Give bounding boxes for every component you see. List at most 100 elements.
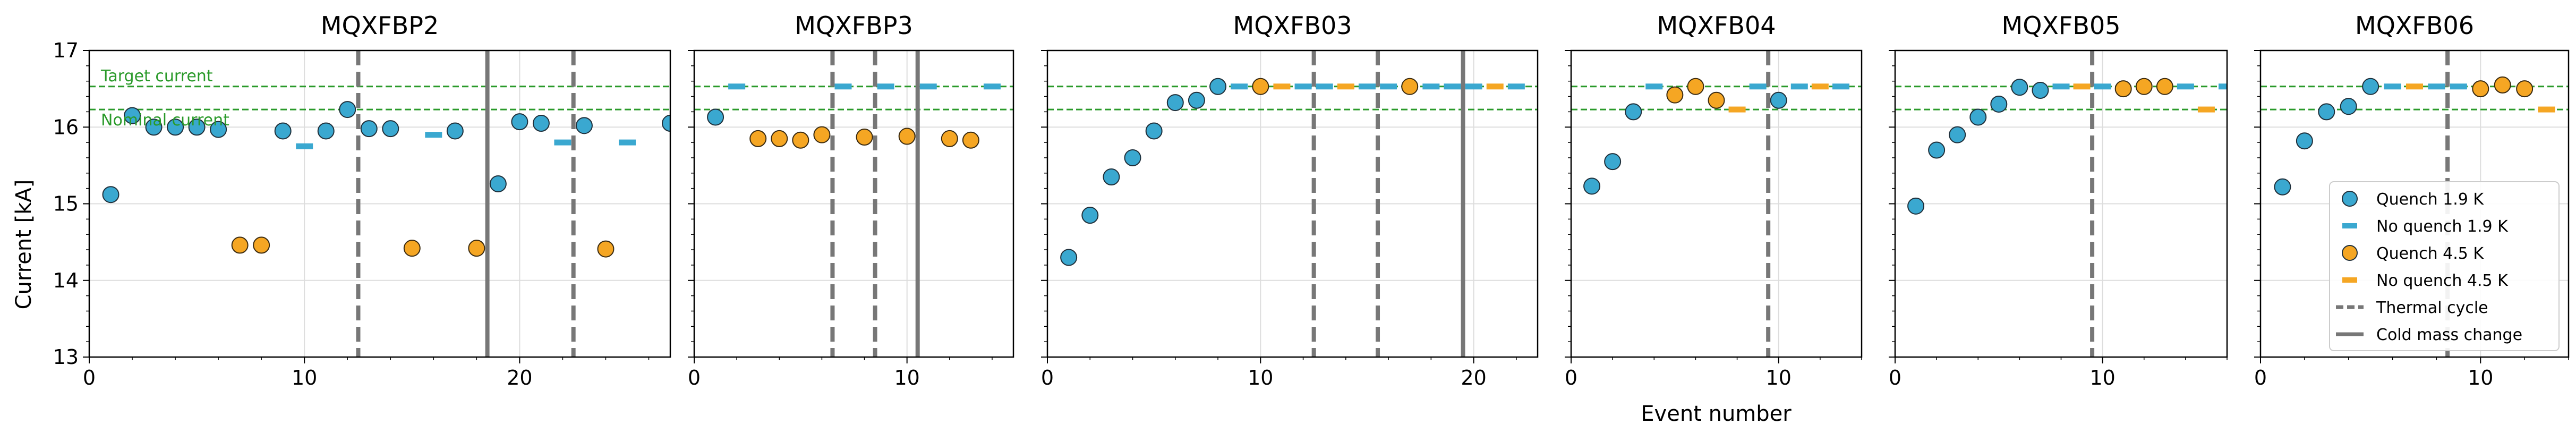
quench-19-marker xyxy=(145,118,163,136)
no-quench-19-marker xyxy=(2428,83,2445,90)
quench-19-marker xyxy=(1103,168,1120,186)
quench-45-marker xyxy=(2114,80,2132,98)
quench-45-marker xyxy=(231,236,249,254)
quench-45-marker xyxy=(941,130,958,147)
quench-45-marker xyxy=(253,236,270,254)
no-quench-19-marker xyxy=(554,139,572,146)
no-quench-19-marker xyxy=(1422,83,1440,90)
legend-circle-marker xyxy=(2342,191,2358,207)
quench-19-marker xyxy=(2340,98,2357,115)
panel-title: MQXFB04 xyxy=(1657,11,1776,40)
no-quench-19-marker xyxy=(1465,83,1482,90)
no-quench-19-marker xyxy=(1645,83,1663,90)
quench-19-marker xyxy=(1124,149,1141,166)
no-quench-19-marker xyxy=(2177,83,2194,90)
panel-title: MQXFB06 xyxy=(2355,11,2474,40)
no-quench-45-marker xyxy=(1811,83,1829,90)
quench-45-marker xyxy=(2135,78,2153,95)
no-quench-19-marker xyxy=(1294,83,1312,90)
quench-19-marker xyxy=(274,122,292,140)
quench-19-marker xyxy=(489,175,507,192)
legend-entry-label: Thermal cycle xyxy=(2376,299,2488,317)
quench-19-marker xyxy=(1604,153,1622,171)
panel-title: MQXFBP3 xyxy=(795,11,912,40)
quench-19-marker xyxy=(446,122,464,140)
quench-45-marker xyxy=(2472,80,2489,98)
no-quench-19-marker xyxy=(425,132,442,138)
panel-title: MQXFB03 xyxy=(1233,11,1352,40)
x-tick-label: 10 xyxy=(1248,366,1273,389)
quench-19-marker xyxy=(2032,82,2049,99)
no-quench-45-marker xyxy=(1728,106,1746,113)
quench-19-marker xyxy=(511,113,528,131)
no-quench-19-marker xyxy=(1790,83,1808,90)
x-tick-label: 0 xyxy=(83,366,96,389)
no-quench-19-marker xyxy=(2450,83,2467,90)
no-quench-19-marker xyxy=(877,83,894,90)
panels: Target current Nominal current 0 10 20 13 14 15… xyxy=(53,11,2570,389)
x-tick-label: 10 xyxy=(2468,366,2493,389)
quench-19-marker xyxy=(1949,126,1966,143)
legend-box xyxy=(2329,181,2560,351)
quench-19-marker xyxy=(2011,79,2028,96)
no-quench-19-marker xyxy=(2384,83,2401,90)
no-quench-19-marker xyxy=(296,143,313,149)
no-quench-19-marker xyxy=(1316,83,1333,90)
quench-19-marker xyxy=(339,101,356,118)
quench-19-marker xyxy=(102,186,120,203)
panel-mqxfbp3: 0 10 MQXFBP3 xyxy=(688,11,1014,389)
x-tick-label: 10 xyxy=(2089,366,2115,389)
quench-19-marker xyxy=(1060,249,1078,266)
quench-19-marker xyxy=(1209,78,1227,95)
legend-entry-label: Cold mass change xyxy=(2376,326,2522,344)
no-quench-19-marker xyxy=(919,83,937,90)
quench-19-marker xyxy=(2318,103,2335,121)
quench-19-marker xyxy=(1166,94,1184,112)
quench-19-marker xyxy=(1145,122,1163,140)
legend-dash-marker xyxy=(2342,277,2357,283)
plot-area xyxy=(1047,50,1538,357)
panel-mqxfb04: 0 10 MQXFB04 xyxy=(1565,11,1863,389)
plot-area xyxy=(1571,50,1862,357)
quench-19-marker xyxy=(1081,207,1099,224)
plot-area xyxy=(1895,50,2227,357)
quench-45-marker xyxy=(2516,80,2534,98)
quench-45-marker xyxy=(468,240,485,257)
y-tick-label: 15 xyxy=(53,192,79,216)
legend-entry-label: Quench 4.5 K xyxy=(2376,244,2484,263)
quench-45-marker xyxy=(1252,78,1269,95)
quench-19-marker xyxy=(317,122,335,140)
quench-19-marker xyxy=(2274,178,2291,196)
no-quench-45-marker xyxy=(2406,83,2423,90)
quench-19-marker xyxy=(1770,91,1787,109)
x-axis-label: Event number xyxy=(1641,402,1792,426)
quench-19-marker xyxy=(1188,91,1205,109)
quench-19-marker xyxy=(360,120,378,138)
no-quench-19-marker xyxy=(1749,83,1767,90)
no-quench-45-marker xyxy=(2538,106,2555,113)
plot-area xyxy=(89,50,670,357)
no-quench-19-marker xyxy=(1231,83,1248,90)
quench-19-marker xyxy=(1625,103,1642,121)
target-current-label: Target current xyxy=(100,67,213,86)
quench-19-marker xyxy=(210,121,227,138)
quench-19-marker xyxy=(2296,132,2313,150)
x-tick-label: 10 xyxy=(292,366,317,389)
quench-19-marker xyxy=(707,108,724,126)
no-quench-19-marker xyxy=(2094,83,2111,90)
quench-45-marker xyxy=(749,130,767,147)
no-quench-19-marker xyxy=(983,83,1001,90)
no-quench-19-marker xyxy=(1832,83,1849,90)
no-quench-45-marker xyxy=(2073,83,2091,90)
quench-45-marker xyxy=(1666,86,1684,104)
no-quench-19-marker xyxy=(2052,83,2070,90)
quench-45-marker xyxy=(856,129,873,146)
legend-circle-marker xyxy=(2342,245,2358,261)
no-quench-19-marker xyxy=(728,83,746,90)
x-tick-label: 10 xyxy=(1766,366,1792,389)
no-quench-19-marker xyxy=(1507,83,1525,90)
x-tick-label: 10 xyxy=(894,366,919,389)
quench-19-marker xyxy=(532,115,550,132)
panel-mqxfb05: 0 10 MQXFB05 xyxy=(1889,11,2228,389)
